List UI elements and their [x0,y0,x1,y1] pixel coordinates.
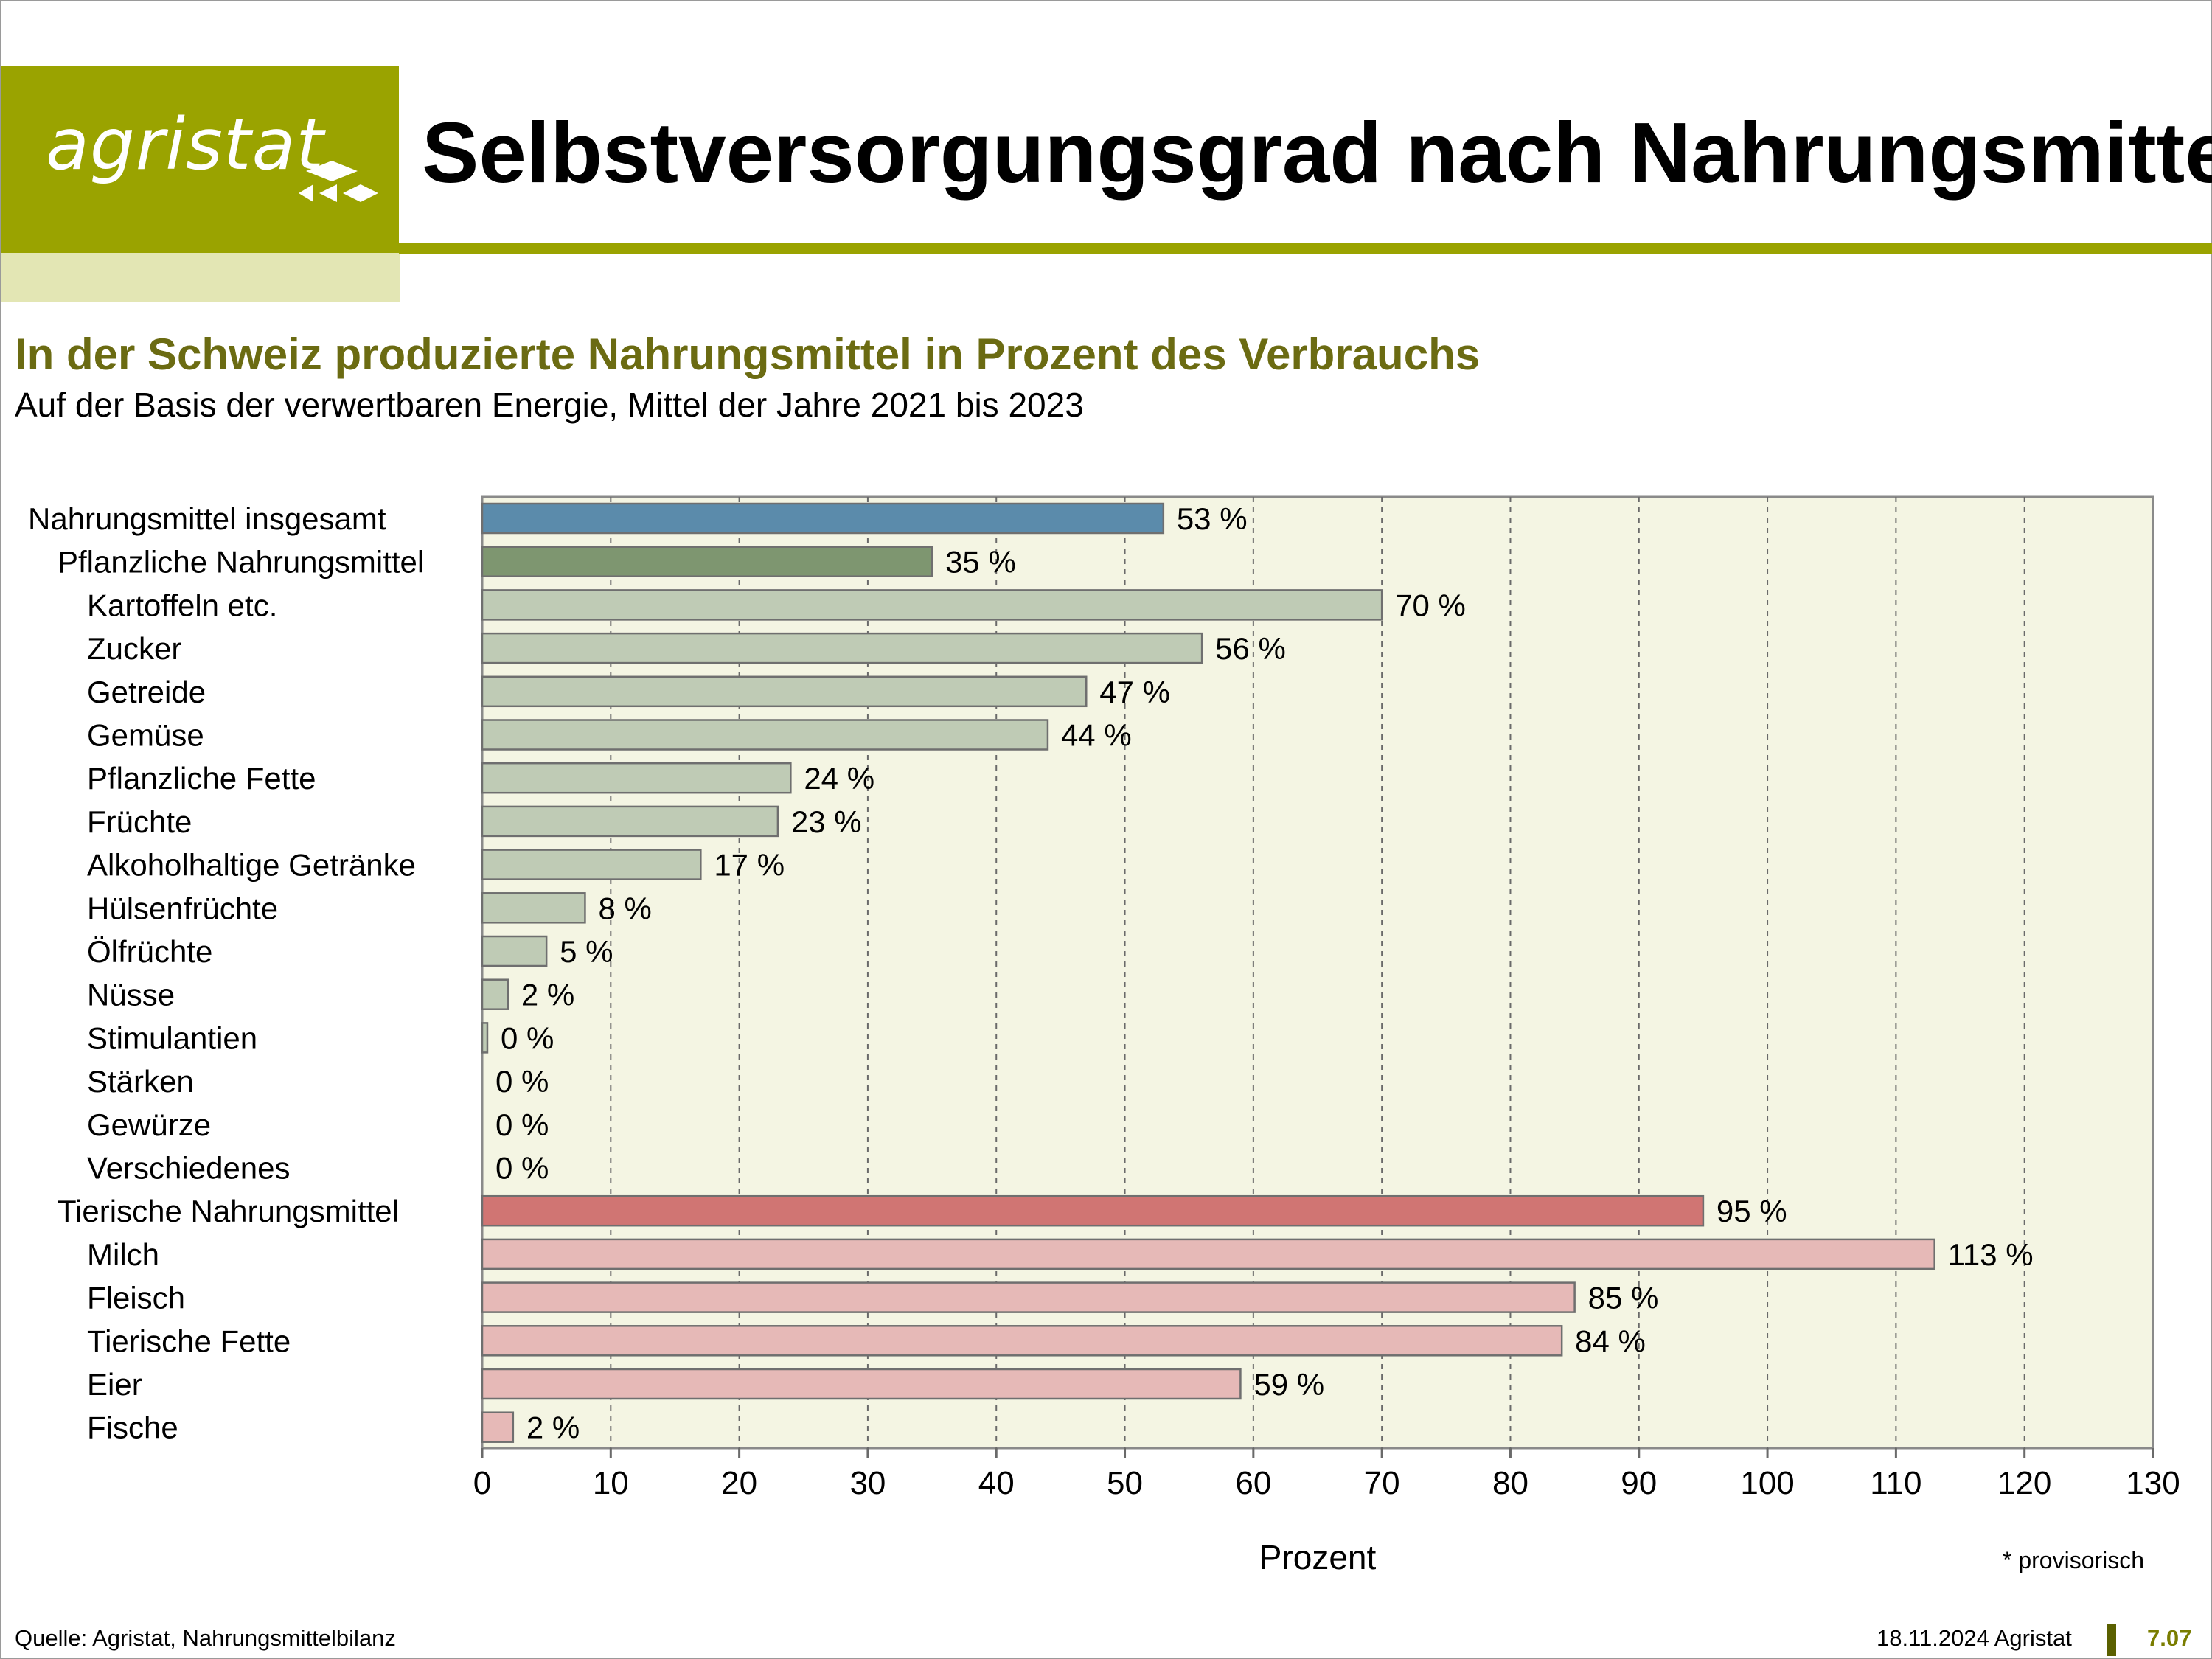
bar [481,632,1203,664]
data-label: 53 % [1177,501,1248,536]
category-label: Tierische Fette [87,1324,291,1358]
x-tick-label: 120 [1997,1465,2051,1501]
x-tick-label: 100 [1740,1465,1794,1501]
bar [481,805,779,838]
data-label: 95 % [1717,1194,1787,1228]
x-tick-label: 0 [473,1465,491,1501]
bar [481,1411,515,1443]
data-label: 2 % [526,1411,580,1445]
value-labels: 53 % 35 % 70 % 56 % 47 % 44 % 24 % 23 %17 % 8 % 5… [495,501,2034,1445]
header-rule [399,243,2212,254]
bar [481,1325,1563,1357]
x-tick-label: 10 [593,1465,629,1501]
data-label: 84 % [1575,1324,1646,1358]
data-label: 0 % [495,1064,549,1099]
data-label: 113 % [1948,1237,2034,1272]
logo-box [1,66,399,253]
x-tick-label: 70 [1364,1465,1400,1501]
category-label: Getreide [87,675,206,709]
data-label: 85 % [1588,1281,1659,1315]
category-label: Hülsenfrüchte [87,891,278,925]
category-label: Verschiedenes [87,1151,291,1186]
category-label: Pflanzliche Fette [87,761,316,796]
data-label: 47 % [1099,675,1170,709]
data-label: 2 % [521,978,574,1012]
data-label: 24 % [804,761,874,796]
data-label: 59 % [1253,1367,1324,1402]
bar [481,762,792,794]
provisional-note: * provisorisch [2003,1547,2145,1573]
data-label: 70 % [1395,588,1466,622]
data-label: 5 % [560,934,613,969]
category-label: Tierische Nahrungsmittel [58,1194,399,1228]
data-label: 0 % [495,1107,549,1142]
x-tick-label: 30 [849,1465,886,1501]
x-tick-label: 110 [1870,1465,1921,1501]
category-label: Eier [87,1367,142,1402]
logo-strip [1,253,400,302]
x-tick-label: 60 [1235,1465,1271,1501]
bars [481,502,1935,1443]
category-label: Nüsse [87,978,175,1012]
bar [481,892,586,924]
bar [481,1194,1705,1227]
x-tick-label: 50 [1107,1465,1143,1501]
data-label: 0 % [501,1020,554,1055]
category-label: Nahrungsmittel insgesamt [28,501,386,536]
category-label: Pflanzliche Nahrungsmittel [58,545,424,580]
x-axis-ticks: 0 10 20 30 40 50 60 70 80 90 100 110 120 130 [473,1448,2180,1501]
bar [481,502,1165,535]
data-label: 17 % [714,848,785,883]
data-label: 8 % [598,891,651,925]
data-label: 56 % [1215,631,1286,666]
bar [481,675,1088,708]
footer-date: 18.11.2024 Agristat [1877,1625,2072,1651]
x-tick-label: 20 [721,1465,757,1501]
x-axis-label: Prozent [1259,1538,1377,1576]
logo-text: agristat [46,103,325,186]
category-label: Gewürze [87,1107,211,1142]
bar [481,1022,489,1054]
bar [481,1238,1935,1270]
data-label: 44 % [1061,718,1132,753]
category-label: Ölfrüchte [87,934,212,969]
category-labels: Nahrungsmittel insgesamt Pflanzliche Nahr… [28,501,424,1445]
data-label: 0 % [495,1151,549,1186]
category-label: Gemüse [87,718,204,753]
bar [481,1368,1242,1400]
category-label: Alkoholhaltige Getränke [87,848,416,883]
x-tick-label: 40 [978,1465,1015,1501]
category-label: Zucker [87,631,181,666]
bar [481,1281,1576,1313]
bar [481,849,702,880]
footer-page-number: 7.07 [2147,1625,2192,1651]
category-label: Stärken [87,1064,194,1099]
footer-source: Quelle: Agristat, Nahrungsmittelbilanz [15,1625,396,1651]
bar [481,546,933,577]
category-label: Milch [87,1237,159,1272]
chart-subtitle-secondary: Auf der Basis der verwertbaren Energie, … [15,386,1084,424]
category-label: Fleisch [87,1281,185,1315]
x-tick-label: 90 [1621,1465,1657,1501]
logo-diamond-icon [299,161,378,202]
category-label: Fische [87,1411,178,1445]
category-label: Früchte [87,804,192,839]
x-tick-label: 130 [2126,1465,2180,1501]
category-label: Kartoffeln etc. [87,588,277,622]
bar [481,719,1049,751]
footer-divider [2107,1624,2116,1656]
x-tick-label: 80 [1492,1465,1528,1501]
page-title: Selbstversorgungsgrad nach Nahrungsmitte… [422,105,2212,201]
bar [481,589,1383,621]
data-label: 35 % [945,545,1016,580]
category-label: Stimulantien [87,1020,257,1055]
bar [481,978,509,1010]
data-label: 23 % [791,804,862,839]
chart-subtitle: In der Schweiz produzierte Nahrungsmitte… [15,330,1481,379]
bar [481,935,548,967]
